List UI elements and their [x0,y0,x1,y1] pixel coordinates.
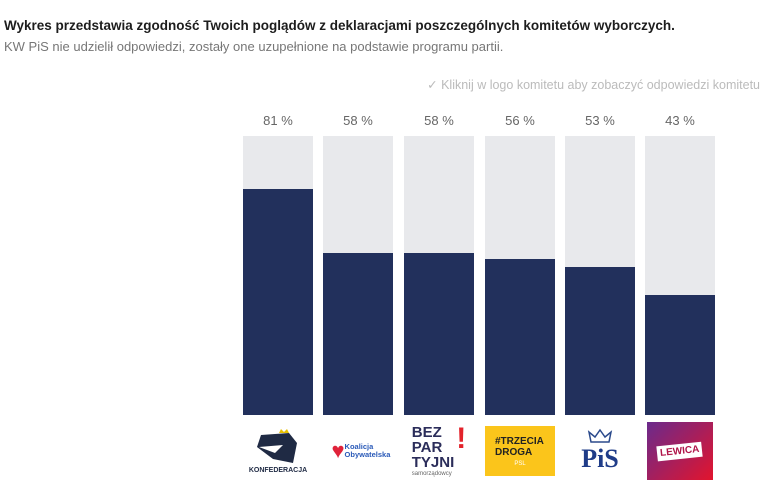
bar-fill [404,253,474,415]
bar-value-label: 56 % [505,113,535,128]
bar-value-label: 58 % [424,113,454,128]
bar-value-label: 43 % [665,113,695,128]
bp-line3: TYJNI [411,453,455,471]
exclamation-icon: ! [456,422,467,455]
bar-track [485,136,555,415]
bar-fill [485,258,555,415]
bp-small: samorządowcy [411,470,452,477]
ko-label: Koalicja Obywatelska [344,442,391,459]
bar-fill [243,189,313,415]
td-small: PSL [514,460,526,467]
logo-trzecia-droga[interactable]: #TRZECIA DROGA PSL [485,422,555,480]
crown-eagle-icon [587,428,613,443]
logo-click-hint: ✓ Kliknij w logo komitetu aby zobaczyć o… [427,78,760,92]
konfederacja-label: KONFEDERACJA [248,466,308,474]
bar-track [243,136,313,415]
chart-subtitle: KW PiS nie udzielił odpowiedzi, zostały … [4,39,504,54]
bar-track [565,136,635,415]
bar-value-label: 53 % [585,113,615,128]
td-label: #TRZECIA DROGA [495,435,544,458]
bar-value-label: 58 % [343,113,373,128]
chart-title: Wykres przedstawia zgodność Twoich poglą… [4,18,675,33]
bar-fill [565,267,635,415]
logo-lewica[interactable]: LEWICA [645,422,715,480]
bar-value-label: 81 % [263,113,293,128]
logo-koalicja-obywatelska[interactable]: ♥ Koalicja Obywatelska [323,422,393,480]
heart-icon: ♥ [331,438,345,463]
bar-fill [323,253,393,415]
bar-track [323,136,393,415]
logo-bezpartyjni[interactable]: BEZ PAR TYJNI samorządowcy ! [404,422,474,480]
bp-line1: BEZ [411,423,442,441]
lewica-label: LEWICA [656,441,704,461]
logo-konfederacja[interactable]: KONFEDERACJA [243,422,313,480]
bp-line2: PAR [411,438,443,456]
bar-fill [645,295,715,415]
konfederacja-bird-icon [257,428,297,463]
logo-pis[interactable]: PiS [565,422,635,480]
bar-track [645,136,715,415]
pis-label: PiS [581,444,619,473]
bar-track [404,136,474,415]
